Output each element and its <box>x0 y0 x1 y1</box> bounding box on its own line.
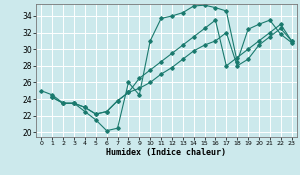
X-axis label: Humidex (Indice chaleur): Humidex (Indice chaleur) <box>106 148 226 158</box>
